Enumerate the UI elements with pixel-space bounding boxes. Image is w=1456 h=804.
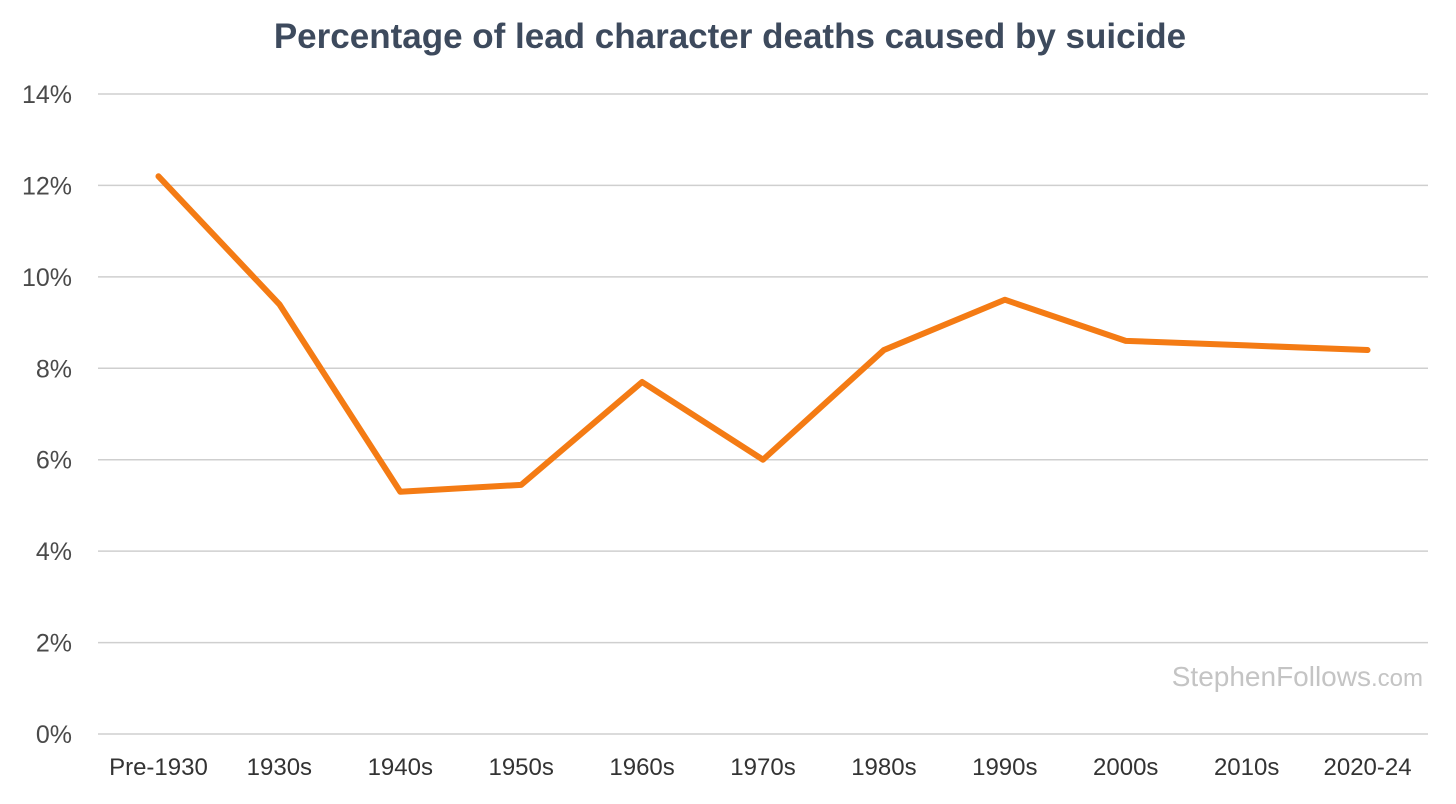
- x-tick-label: 1990s: [972, 754, 1037, 781]
- chart-title: Percentage of lead character deaths caus…: [274, 17, 1186, 56]
- series-lines: [155, 173, 1371, 495]
- y-tick-label: 12%: [22, 172, 72, 200]
- watermark: StephenFollows.com: [1172, 661, 1423, 692]
- y-tick-label: 10%: [22, 264, 72, 292]
- y-tick-label: 4%: [36, 538, 72, 566]
- series-line: [155, 173, 1371, 495]
- x-tick-label: 1960s: [609, 754, 674, 781]
- x-tick-label: 2010s: [1214, 754, 1279, 781]
- watermark-name: StephenFollows: [1172, 661, 1371, 692]
- watermark-suffix: .com: [1371, 665, 1423, 692]
- y-tick-label: 0%: [36, 721, 72, 749]
- x-tick-label: 1980s: [851, 754, 916, 781]
- x-axis-tick-labels: Pre-1930 1930s 1940s 1950s 1960s 1970s 1980s 19…: [109, 754, 1411, 781]
- gridlines: [98, 93, 1428, 735]
- x-tick-label: 1930s: [247, 754, 312, 781]
- y-tick-label: 14%: [22, 81, 72, 109]
- y-tick-label: 8%: [36, 355, 72, 383]
- y-axis-tick-labels: 0% 2% 4% 6% 8% 10% 12% 14%: [22, 81, 72, 749]
- x-tick-label: 2000s: [1093, 754, 1158, 781]
- x-tick-label: 2020-24: [1324, 754, 1412, 781]
- x-tick-label: 1950s: [488, 754, 553, 781]
- y-tick-label: 2%: [36, 630, 72, 658]
- x-tick-label: Pre-1930: [109, 754, 208, 781]
- y-tick-label: 6%: [36, 447, 72, 475]
- x-tick-label: 1940s: [368, 754, 433, 781]
- x-tick-label: 1970s: [730, 754, 795, 781]
